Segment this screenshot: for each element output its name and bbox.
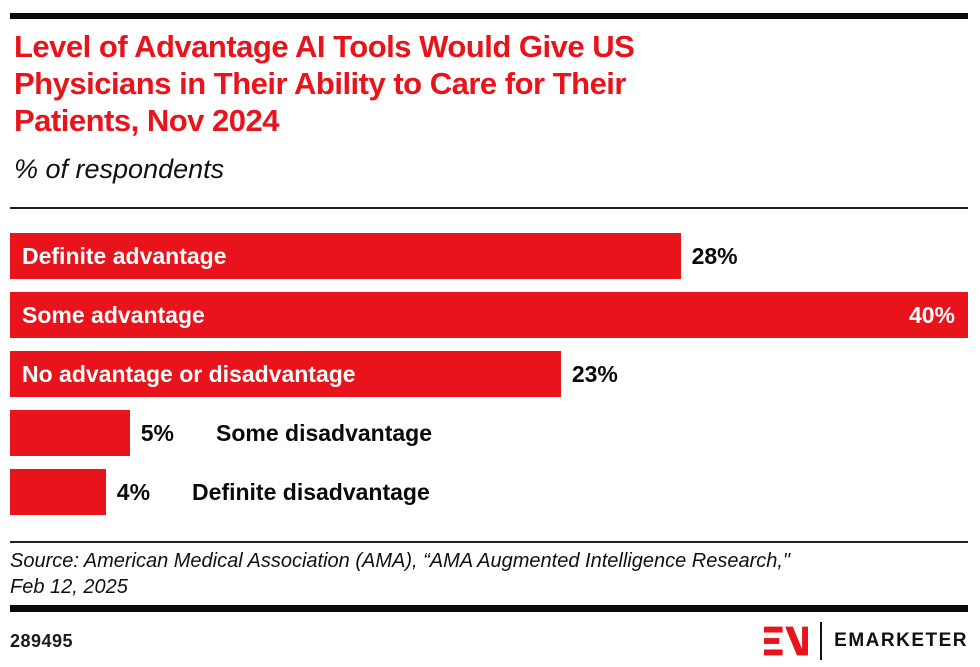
header-divider [10, 207, 968, 209]
bar-row: No advantage or disadvantage 23% [10, 351, 968, 397]
bar: Some advantage 40% [10, 292, 968, 338]
bar-value-label: 28% [691, 242, 738, 269]
chart-id: 289495 [10, 630, 74, 651]
emarketer-logo-icon [764, 626, 809, 656]
bar-value-label: 4% [116, 478, 151, 505]
chart-subtitle: % of respondents [14, 154, 225, 184]
logo-divider [820, 622, 823, 660]
bottom-rule [10, 605, 968, 612]
top-rule [10, 13, 968, 19]
bar-category-label: Some advantage [22, 301, 205, 328]
bar-row: Some advantage 40% [10, 292, 968, 338]
brand-logo: EMARKETER [764, 622, 968, 660]
bar-row: Definite advantage 28% [10, 233, 968, 279]
bar [10, 410, 130, 456]
bar: Definite advantage [10, 233, 681, 279]
footer: 289495 EMARKETER [10, 622, 968, 660]
bar: No advantage or disadvantage [10, 351, 561, 397]
bar-value-label: 23% [571, 360, 618, 387]
bar-value-label: 5% [140, 419, 174, 446]
chart-title: Level of Advantage AI Tools Would Give U… [14, 29, 635, 138]
source-note: Source: American Medical Association (AM… [10, 550, 791, 598]
bar-category-label: No advantage or disadvantage [22, 360, 356, 387]
brand-wordmark: EMARKETER [834, 630, 968, 651]
bar-row: 5% Some disadvantage [10, 410, 968, 456]
bar-chart: Definite advantage 28% Some advantage 40… [10, 233, 968, 515]
bar-category-label: Definite disadvantage [192, 478, 430, 505]
bar-row: 4% Definite disadvantage [10, 469, 968, 515]
source-divider [10, 541, 968, 543]
bar-value-label: 40% [908, 301, 955, 328]
bar-category-label: Definite advantage [22, 242, 227, 269]
bar-category-label: Some disadvantage [216, 419, 433, 446]
bar [10, 469, 106, 515]
